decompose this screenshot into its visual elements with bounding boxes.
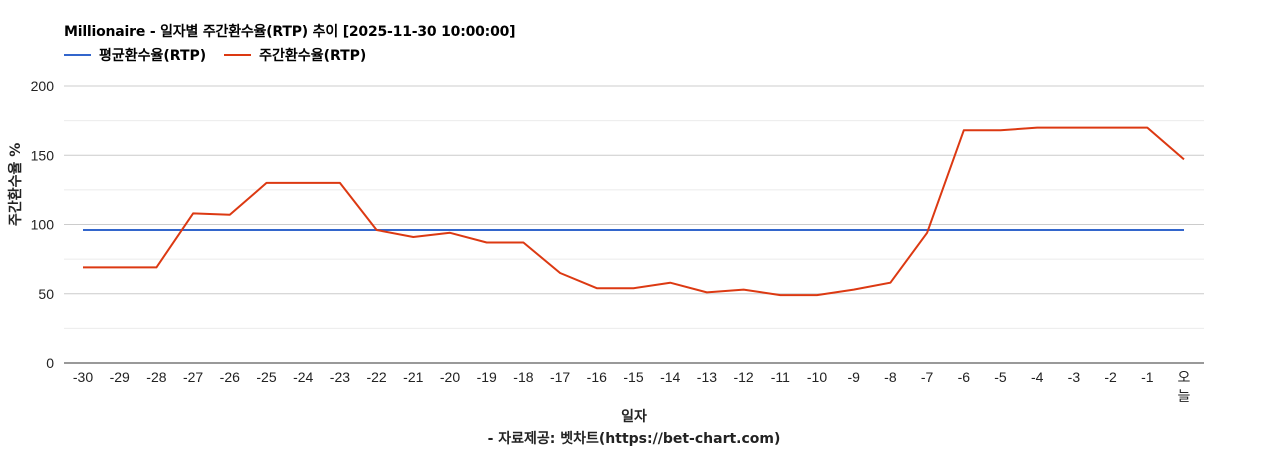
- x-tick-label: 오: [1178, 370, 1191, 386]
- x-tick-label: -20: [440, 369, 460, 385]
- x-tick-label: -15: [623, 369, 643, 385]
- legend-label-weekly: 주간환수율(RTP): [259, 48, 367, 64]
- x-tick-label: -26: [220, 369, 240, 385]
- x-tick-label: 늘: [1178, 389, 1191, 405]
- x-tick-label: -19: [477, 369, 497, 385]
- x-tick-label: -18: [513, 369, 533, 385]
- chart-title: Millionaire - 일자별 주간환수율(RTP) 추이 [2025-11…: [64, 24, 516, 40]
- x-tick-label: -10: [807, 369, 827, 385]
- weekly-rtp-line[interactable]: [83, 126, 1185, 297]
- x-tick-label: -9: [847, 369, 860, 385]
- x-tick-label: -23: [330, 369, 350, 385]
- x-tick-label: -8: [884, 369, 897, 385]
- x-tick-label: -24: [293, 369, 313, 385]
- x-tick-label: -1: [1141, 369, 1154, 385]
- legend: 평균환수율(RTP) 주간환수율(RTP): [64, 45, 366, 65]
- x-tick-label: -5: [994, 369, 1007, 385]
- x-tick-label: -3: [1068, 369, 1081, 385]
- y-tick-label: 50: [38, 286, 54, 302]
- x-tick-label: -4: [1031, 369, 1044, 385]
- x-axis-label: 일자: [0, 406, 1268, 426]
- legend-swatch-weekly: [224, 54, 252, 56]
- x-tick-label: -14: [660, 369, 680, 385]
- data-source-credit: - 자료제공: 벳차트(https://bet-chart.com): [487, 431, 781, 447]
- x-tick-label: -28: [146, 369, 166, 385]
- y-tick-label: 100: [31, 217, 55, 233]
- x-tick-label: -11: [771, 369, 790, 385]
- x-axis-label-text: 일자: [621, 409, 647, 425]
- x-tick-label: -21: [403, 369, 423, 385]
- x-tick-label: -16: [587, 369, 607, 385]
- x-tick-label: -12: [733, 369, 753, 385]
- x-tick-label: -7: [921, 369, 934, 385]
- x-tick-label: -25: [256, 369, 276, 385]
- legend-item-average[interactable]: 평균환수율(RTP): [64, 45, 206, 65]
- x-tick-label: -22: [366, 369, 386, 385]
- y-tick-label: 0: [46, 355, 54, 371]
- x-tick-label: -27: [183, 369, 203, 385]
- y-tick-label: 150: [31, 147, 55, 163]
- legend-label-average: 평균환수율(RTP): [99, 48, 207, 64]
- legend-item-weekly[interactable]: 주간환수율(RTP): [224, 45, 366, 65]
- x-tick-label: -29: [110, 369, 130, 385]
- x-tick-label: -13: [697, 369, 717, 385]
- legend-swatch-average: [64, 54, 91, 56]
- x-tick-label: -17: [550, 369, 570, 385]
- x-tick-label: -6: [958, 369, 971, 385]
- y-tick-label: 200: [31, 78, 55, 94]
- x-tick-label: -2: [1104, 369, 1117, 385]
- y-axis-label: 주간환수율 %: [8, 142, 24, 226]
- x-tick-label: -30: [73, 369, 93, 385]
